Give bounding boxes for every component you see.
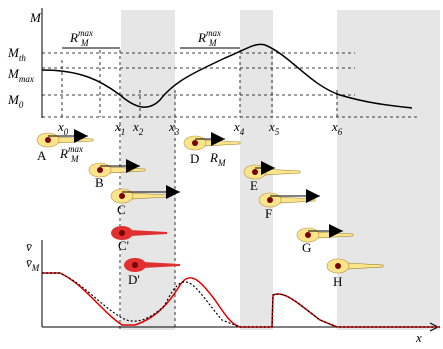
label-base: R bbox=[209, 150, 218, 165]
arrow-head bbox=[306, 189, 320, 203]
cell bbox=[258, 189, 320, 208]
label-sub: M bbox=[208, 38, 217, 48]
label: x2 bbox=[132, 119, 144, 137]
label: x3 bbox=[168, 119, 180, 137]
label-base: x bbox=[233, 119, 240, 134]
label-sub: M bbox=[217, 158, 226, 168]
label: Rmax M bbox=[59, 144, 83, 164]
label: M bbox=[29, 10, 42, 25]
curve bbox=[42, 272, 440, 328]
label-sub: 3 bbox=[174, 127, 180, 137]
label-base: M bbox=[7, 66, 20, 81]
label: x0 bbox=[57, 119, 69, 137]
cell-label: D bbox=[190, 151, 199, 166]
label-base: x bbox=[268, 119, 275, 134]
label: v̄M bbox=[26, 255, 40, 273]
cell-label: F bbox=[265, 206, 272, 221]
band bbox=[337, 10, 440, 330]
label: M0 bbox=[7, 92, 24, 110]
label-base: R bbox=[197, 30, 206, 45]
nucleus bbox=[335, 263, 341, 269]
label: Mth bbox=[7, 45, 26, 63]
label-base: x bbox=[57, 119, 64, 134]
arrow-head bbox=[74, 129, 88, 143]
cell bbox=[243, 161, 301, 180]
label-sub: 0 bbox=[19, 100, 24, 110]
nucleus bbox=[119, 230, 125, 236]
label-sub: 0 bbox=[64, 127, 69, 137]
nucleus bbox=[45, 137, 51, 143]
label-base: x bbox=[331, 119, 338, 134]
cell-label: A bbox=[37, 148, 47, 163]
label: x6 bbox=[331, 119, 343, 137]
label-base: R bbox=[59, 146, 68, 161]
nucleus bbox=[267, 197, 273, 203]
label: x4 bbox=[233, 119, 245, 137]
arrow-head bbox=[261, 161, 275, 175]
cell bbox=[326, 258, 384, 274]
label-base: v̄ bbox=[26, 239, 32, 254]
nucleus bbox=[192, 140, 198, 146]
cell-label: G bbox=[302, 240, 311, 255]
nucleus bbox=[132, 262, 138, 268]
cell bbox=[296, 224, 354, 243]
label-sub: th bbox=[19, 53, 27, 63]
label: Rmax M bbox=[69, 28, 93, 48]
cell-tail bbox=[130, 230, 167, 236]
label-sup: max bbox=[78, 28, 93, 38]
label: Mmax bbox=[7, 66, 34, 84]
cell bbox=[124, 258, 180, 272]
cell-label: E bbox=[250, 178, 258, 193]
nucleus bbox=[252, 169, 258, 175]
nucleus bbox=[305, 232, 311, 238]
curve bbox=[41, 43, 413, 109]
label-base: x bbox=[114, 119, 121, 134]
cell bbox=[88, 159, 146, 178]
label: Rmax M bbox=[197, 28, 221, 48]
label: RM bbox=[209, 150, 226, 168]
label-base: M bbox=[7, 92, 20, 107]
cell-label: C bbox=[117, 202, 126, 217]
label-sub: 6 bbox=[338, 127, 343, 137]
label-sup: max bbox=[206, 28, 221, 38]
cell bbox=[111, 226, 167, 240]
cell bbox=[36, 129, 94, 148]
label-base: R bbox=[69, 30, 78, 45]
label-base: x bbox=[168, 119, 175, 134]
cell bbox=[110, 185, 180, 204]
arrow-head bbox=[329, 224, 343, 238]
label-sub: 4 bbox=[240, 127, 245, 137]
arrow-head bbox=[126, 159, 140, 173]
label: x bbox=[415, 330, 422, 345]
nucleus bbox=[119, 193, 125, 199]
label-base: v̄ bbox=[26, 255, 32, 270]
arrow-head bbox=[166, 185, 180, 199]
label-sub: M bbox=[80, 38, 89, 48]
label-sub: max bbox=[19, 74, 34, 84]
label-sub: 2 bbox=[139, 127, 144, 137]
label-sub: 1 bbox=[121, 127, 126, 137]
cell bbox=[183, 132, 241, 151]
label-base: x bbox=[132, 119, 139, 134]
cell-tail bbox=[202, 139, 241, 147]
label-sub: 5 bbox=[275, 127, 280, 137]
label-sub: M bbox=[70, 154, 79, 164]
label-sub: M bbox=[31, 263, 40, 273]
label: x5 bbox=[268, 119, 280, 137]
cell-label: B bbox=[95, 175, 104, 190]
cell-label: H bbox=[333, 274, 342, 289]
label: v̄ bbox=[26, 239, 32, 254]
label-base: M bbox=[7, 45, 20, 60]
cell-label: D' bbox=[128, 272, 140, 287]
cell-label: C' bbox=[118, 238, 129, 253]
arrow-head bbox=[211, 132, 225, 146]
cell-tail bbox=[143, 262, 180, 268]
nucleus bbox=[97, 167, 103, 173]
label: x1 bbox=[114, 119, 125, 137]
label-sup: max bbox=[68, 144, 83, 154]
